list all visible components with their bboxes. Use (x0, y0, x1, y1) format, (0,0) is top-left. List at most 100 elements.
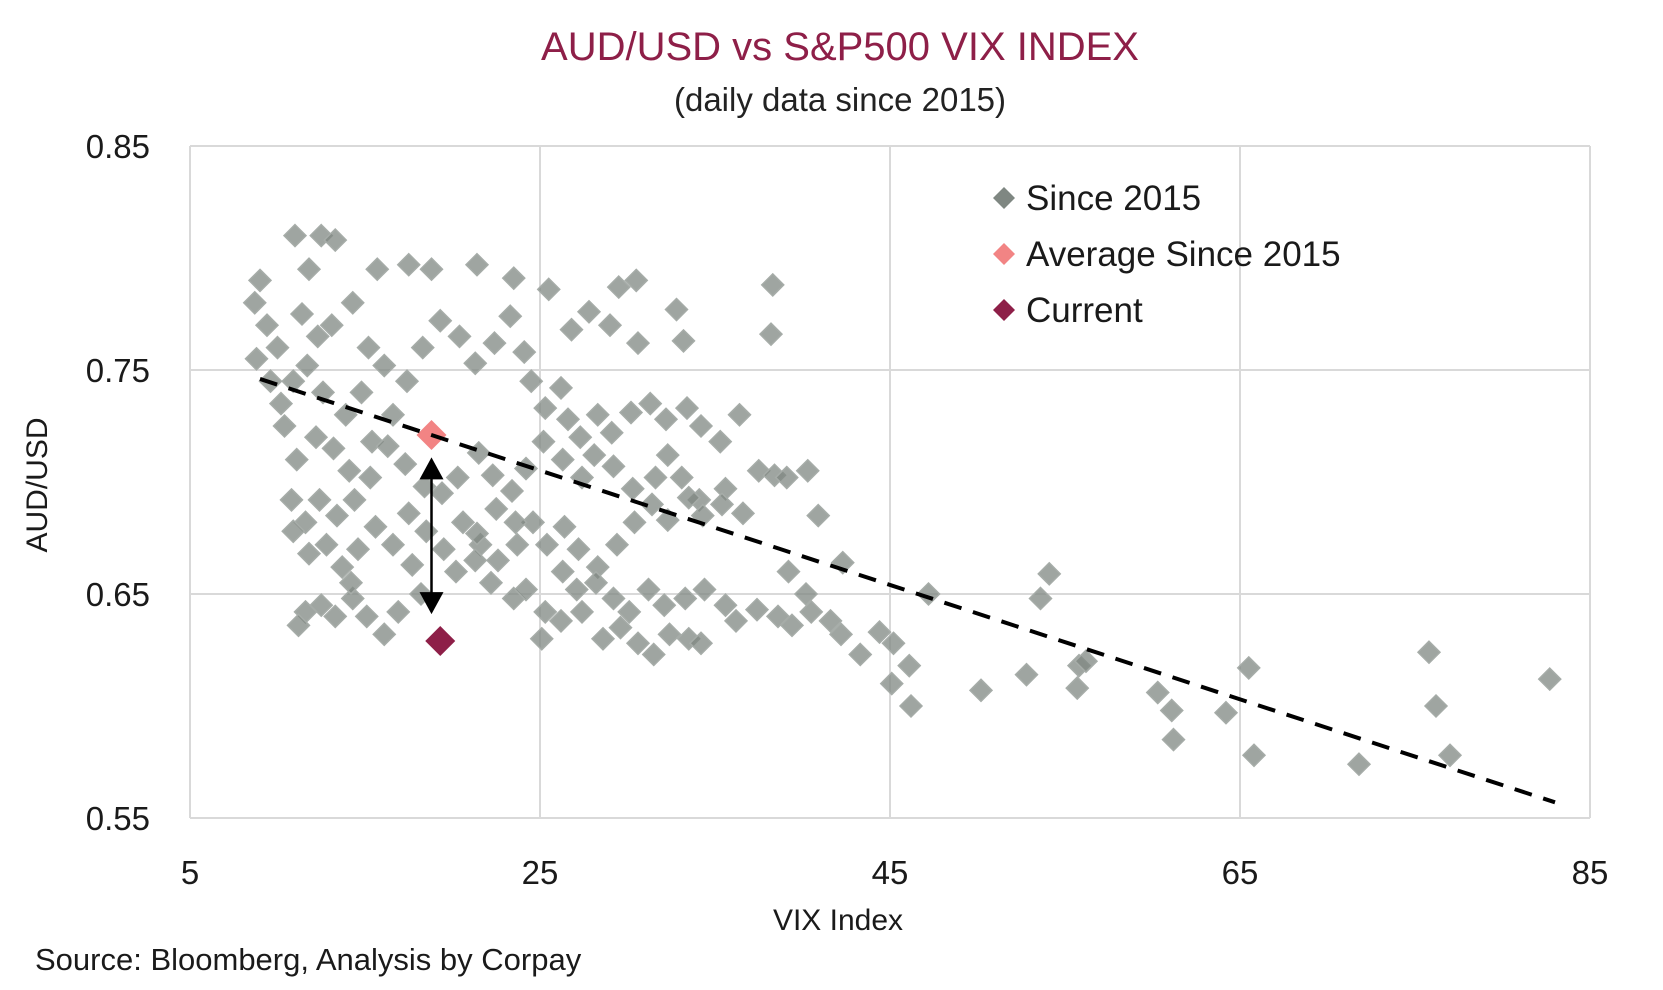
point-since-2015 (340, 586, 365, 611)
x-tick-label: 25 (522, 854, 559, 891)
point-since-2015 (618, 400, 644, 425)
trendline (259, 377, 1556, 805)
point-since-2015 (776, 559, 801, 584)
point-since-2015 (314, 532, 339, 557)
point-since-2015 (485, 548, 511, 573)
point-since-2015 (576, 299, 602, 324)
legend-label: Current (1026, 291, 1143, 330)
point-since-2015 (1161, 727, 1186, 752)
point-since-2015 (349, 380, 374, 405)
point-since-2015 (281, 369, 306, 394)
point-since-2015 (585, 402, 610, 427)
legend-label: Average Since 2015 (1026, 235, 1341, 274)
point-since-2015 (793, 581, 819, 607)
x-tick-label: 65 (1222, 854, 1259, 891)
point-since-2015 (1213, 700, 1239, 725)
point-since-2015 (533, 396, 558, 421)
point-since-2015 (445, 465, 470, 490)
point-since-2015 (879, 671, 904, 696)
point-since-2015 (1346, 752, 1372, 777)
point-since-2015 (419, 257, 444, 282)
point-since-2015 (723, 608, 749, 633)
point-since-2015 (601, 586, 626, 611)
point-since-2015 (323, 604, 348, 629)
point-since-2015 (916, 581, 941, 607)
point-since-2015 (321, 436, 346, 461)
point-since-2015 (727, 402, 752, 427)
point-since-2015 (268, 391, 294, 416)
point-since-2015 (671, 328, 696, 353)
x-tick-label: 85 (1572, 854, 1609, 891)
point-since-2015 (669, 465, 694, 490)
point-since-2015 (620, 476, 645, 501)
point-since-2015 (498, 304, 523, 329)
legend-marker (993, 299, 1015, 321)
point-since-2015 (795, 458, 820, 483)
point-since-2015 (519, 369, 544, 394)
point-since-2015 (358, 465, 383, 490)
point-since-2015 (730, 501, 756, 526)
point-since-2015 (897, 653, 922, 678)
point-since-2015 (531, 429, 556, 454)
point-since-2015 (307, 487, 332, 512)
point-since-2015 (400, 552, 425, 577)
point-since-2015 (463, 351, 488, 376)
point-since-2015 (799, 599, 824, 624)
point-since-2015 (1145, 680, 1170, 705)
source-note: Source: Bloomberg, Analysis by Corpay (35, 942, 582, 977)
point-since-2015 (410, 335, 435, 360)
point-since-2015 (709, 492, 735, 517)
x-axis-label: VIX Index (773, 904, 903, 937)
point-since-2015 (466, 440, 491, 465)
point-since-2015 (414, 519, 439, 544)
point-since-2015 (282, 223, 308, 248)
point-since-2015 (1037, 561, 1062, 586)
point-since-2015 (625, 631, 651, 656)
point-since-2015 (708, 429, 733, 454)
x-tick-label: 45 (872, 854, 909, 891)
point-since-2015 (617, 599, 642, 624)
point-since-2015 (1014, 662, 1039, 687)
point-since-2015 (499, 478, 525, 504)
point-since-2015 (296, 257, 322, 282)
point-since-2015 (657, 622, 682, 647)
point-since-2015 (606, 275, 631, 300)
point-since-2015 (968, 678, 994, 703)
y-tick-label: 0.85 (86, 128, 150, 165)
point-since-2015 (655, 443, 680, 468)
point-since-2015 (354, 604, 379, 629)
point-since-2015 (340, 290, 365, 315)
point-since-2015 (881, 631, 906, 656)
legend-marker (993, 187, 1015, 209)
point-since-2015 (372, 353, 397, 378)
point-since-2015 (641, 642, 666, 667)
point-since-2015 (867, 620, 892, 645)
point-since-2015 (550, 559, 575, 584)
point-since-2015 (396, 501, 421, 526)
point-since-2015 (590, 626, 616, 651)
legend-marker (993, 243, 1015, 265)
gridlines (189, 145, 1591, 819)
point-since-2015 (484, 496, 509, 521)
point-current (425, 626, 456, 657)
point-since-2015 (345, 537, 371, 562)
legend: Since 2015 Average Since 2015 Current (993, 179, 1341, 330)
y-axis-label: AUD/USD (21, 417, 54, 552)
point-since-2015 (758, 322, 784, 347)
point-since-2015 (428, 308, 453, 333)
point-since-2015 (774, 465, 799, 490)
point-since-2015 (898, 693, 924, 719)
x-tick-label: 5 (181, 854, 199, 891)
point-since-2015 (1537, 667, 1562, 692)
point-since-2015 (643, 465, 668, 490)
point-since-2015 (624, 268, 649, 293)
point-since-2015 (744, 597, 770, 622)
point-since-2015 (1028, 586, 1053, 611)
point-since-2015 (386, 599, 411, 624)
point-since-2015 (608, 615, 633, 640)
point-since-2015 (296, 541, 322, 566)
point-since-2015 (324, 503, 350, 528)
point-since-2015 (501, 266, 526, 291)
point-since-2015 (806, 503, 831, 528)
